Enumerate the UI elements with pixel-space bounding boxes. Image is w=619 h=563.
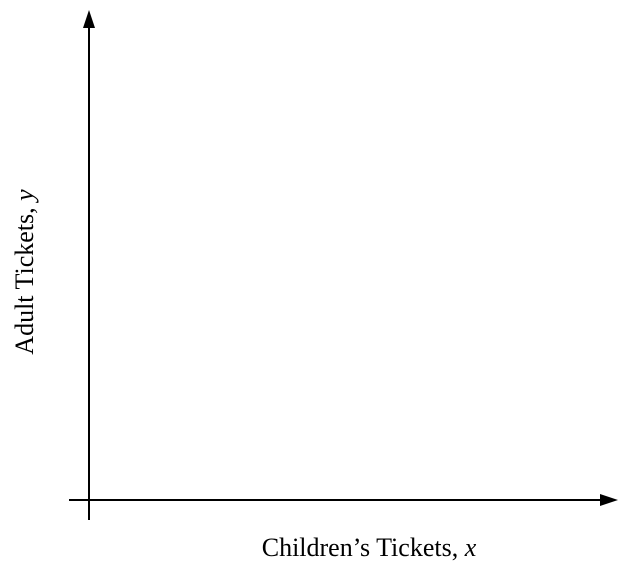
x-axis-label-variable: x <box>464 533 477 562</box>
y-axis-label-text: Adult Tickets, <box>10 201 39 355</box>
y-axis-label: Adult Tickets, y <box>10 189 39 355</box>
x-axis-label: Children’s Tickets, x <box>262 533 477 562</box>
y-axis-arrowhead <box>83 10 95 28</box>
y-axis-label-variable: y <box>10 189 39 204</box>
x-axis-label-text: Children’s Tickets, <box>262 533 465 562</box>
x-axis-arrowhead <box>600 494 618 506</box>
